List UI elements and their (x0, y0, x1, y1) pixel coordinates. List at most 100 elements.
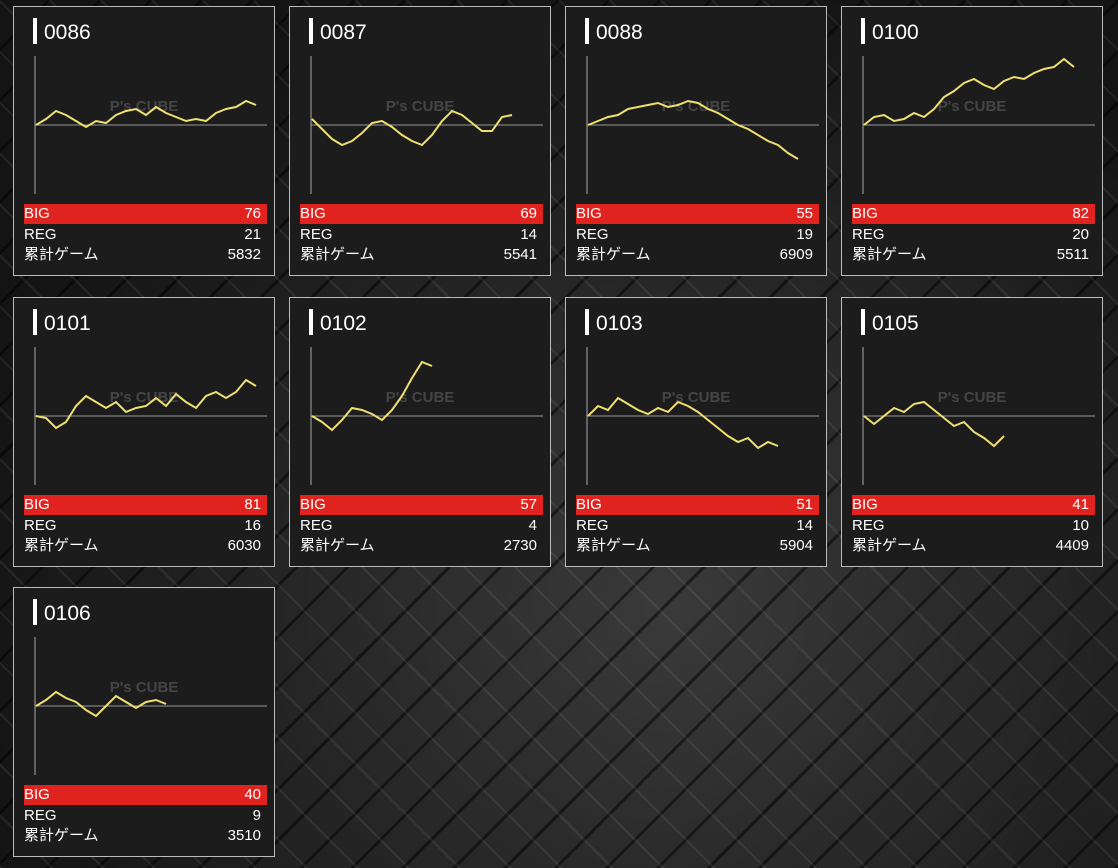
stat-label: 累計ゲーム (24, 537, 99, 554)
stat-row: BIG 40 (24, 785, 267, 805)
stat-row: REG 10 (852, 516, 1095, 536)
stat-label: 累計ゲーム (852, 537, 927, 554)
machine-card: 0101 P's CUBE BIG 81 REG 16 累計ゲーム 6030 (13, 297, 275, 567)
machine-id: 0088 (596, 21, 643, 44)
stat-value: 4 (528, 517, 537, 534)
stat-row: BIG 55 (576, 204, 819, 224)
title-bar (585, 18, 589, 44)
stat-label: BIG (24, 786, 50, 803)
stat-value: 16 (244, 517, 261, 534)
stat-label: REG (300, 226, 333, 243)
stat-value: 14 (796, 517, 813, 534)
machine-card: 0106 P's CUBE BIG 40 REG 9 累計ゲーム 3510 (13, 587, 275, 857)
stat-value: 5832 (227, 246, 261, 263)
stat-label: 累計ゲーム (24, 827, 99, 844)
stat-row: BIG 69 (300, 204, 543, 224)
stat-value: 20 (1072, 226, 1089, 243)
stat-label: REG (24, 517, 57, 534)
machine-id: 0105 (872, 312, 919, 335)
stat-label: 累計ゲーム (300, 246, 375, 263)
stat-label: BIG (852, 496, 878, 513)
stat-label: 累計ゲーム (300, 537, 375, 554)
stat-label: BIG (576, 205, 602, 222)
title-bar (585, 309, 589, 335)
watermark: P's CUBE (938, 98, 1007, 115)
stat-value: 2730 (503, 537, 537, 554)
machine-id: 0086 (44, 21, 91, 44)
stat-row: BIG 76 (24, 204, 267, 224)
machine-id: 0103 (596, 312, 643, 335)
machine-card: 0105 P's CUBE BIG 41 REG 10 累計ゲーム 4409 (841, 297, 1103, 567)
stat-row: 累計ゲーム 6030 (24, 536, 267, 556)
slump-line (587, 396, 779, 450)
stat-row: 累計ゲーム 2730 (300, 536, 543, 556)
stat-row: BIG 51 (576, 495, 819, 515)
stat-value: 81 (244, 496, 261, 513)
stat-row: REG 9 (24, 806, 267, 826)
slump-line (35, 99, 257, 129)
slump-graph: P's CUBE (586, 347, 819, 485)
slump-line (311, 360, 433, 432)
stat-value: 69 (520, 205, 537, 222)
title-bar (861, 18, 865, 44)
slump-graph: P's CUBE (310, 56, 543, 194)
stat-value: 6030 (227, 537, 261, 554)
stat-label: REG (852, 226, 885, 243)
stat-row: 累計ゲーム 5904 (576, 536, 819, 556)
stat-row: 累計ゲーム 5511 (852, 245, 1095, 265)
machine-card: 0102 P's CUBE BIG 57 REG 4 累計ゲーム 2730 (289, 297, 551, 567)
stat-label: BIG (300, 496, 326, 513)
stat-value: 19 (796, 226, 813, 243)
stat-row: BIG 82 (852, 204, 1095, 224)
stat-row: REG 19 (576, 225, 819, 245)
title-bar (309, 18, 313, 44)
slump-line (587, 99, 799, 160)
stat-row: BIG 81 (24, 495, 267, 515)
stat-value: 21 (244, 226, 261, 243)
stat-label: BIG (24, 205, 50, 222)
slump-line (35, 690, 167, 718)
machine-id: 0101 (44, 312, 91, 335)
stat-value: 51 (796, 496, 813, 513)
slump-graph: P's CUBE (34, 347, 267, 485)
stat-label: BIG (576, 496, 602, 513)
machine-card: 0086 P's CUBE BIG 76 REG 21 累計ゲーム 5832 (13, 6, 275, 276)
stat-value: 5541 (503, 246, 537, 263)
watermark: P's CUBE (110, 679, 179, 696)
slump-line (35, 378, 257, 430)
title-bar (33, 18, 37, 44)
stat-row: 累計ゲーム 5832 (24, 245, 267, 265)
stat-row: REG 14 (576, 516, 819, 536)
stat-label: REG (852, 517, 885, 534)
stat-row: REG 4 (300, 516, 543, 536)
stat-value: 10 (1072, 517, 1089, 534)
stat-value: 6909 (779, 246, 813, 263)
machine-card: 0100 P's CUBE BIG 82 REG 20 累計ゲーム 5511 (841, 6, 1103, 276)
stat-label: REG (24, 807, 57, 824)
stat-row: 累計ゲーム 4409 (852, 536, 1095, 556)
stat-row: 累計ゲーム 5541 (300, 245, 543, 265)
slump-graph: P's CUBE (862, 347, 1095, 485)
stat-label: 累計ゲーム (576, 537, 651, 554)
slump-graph: P's CUBE (34, 56, 267, 194)
slump-graph: P's CUBE (34, 637, 267, 775)
stat-row: REG 20 (852, 225, 1095, 245)
machine-id: 0087 (320, 21, 367, 44)
slump-line (863, 57, 1075, 126)
slump-line (863, 400, 1005, 448)
stat-row: 累計ゲーム 6909 (576, 245, 819, 265)
stat-value: 82 (1072, 205, 1089, 222)
stat-label: 累計ゲーム (576, 246, 651, 263)
stat-label: REG (24, 226, 57, 243)
slump-graph: P's CUBE (586, 56, 819, 194)
stat-label: 累計ゲーム (24, 246, 99, 263)
slump-graph: P's CUBE (862, 56, 1095, 194)
stat-label: BIG (300, 205, 326, 222)
stat-value: 55 (796, 205, 813, 222)
watermark: P's CUBE (386, 98, 455, 115)
stat-label: BIG (24, 496, 50, 513)
stat-label: BIG (852, 205, 878, 222)
title-bar (33, 599, 37, 625)
stat-row: 累計ゲーム 3510 (24, 826, 267, 846)
